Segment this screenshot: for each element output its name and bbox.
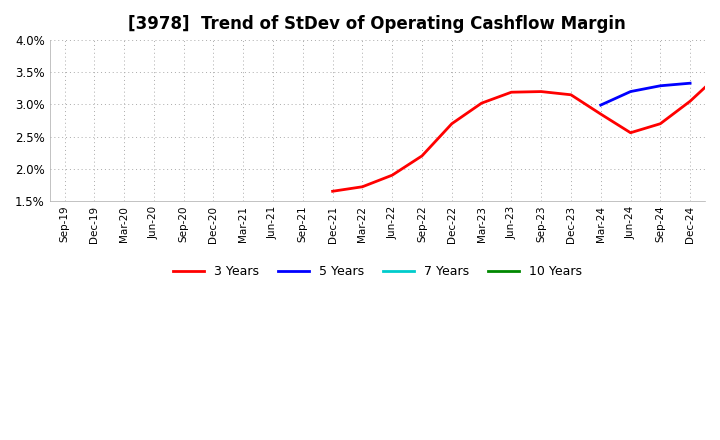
Legend: 3 Years, 5 Years, 7 Years, 10 Years: 3 Years, 5 Years, 7 Years, 10 Years bbox=[168, 260, 587, 283]
3 Years bbox=[567, 92, 575, 97]
3 Years bbox=[716, 71, 720, 76]
3 Years bbox=[537, 89, 546, 94]
3 Years bbox=[328, 189, 337, 194]
3 Years bbox=[507, 90, 516, 95]
5 Years bbox=[685, 81, 694, 86]
3 Years bbox=[685, 99, 694, 104]
3 Years bbox=[626, 130, 635, 136]
5 Years bbox=[596, 103, 605, 108]
5 Years bbox=[656, 83, 665, 88]
Line: 3 Years: 3 Years bbox=[333, 73, 720, 191]
3 Years bbox=[656, 121, 665, 126]
3 Years bbox=[477, 100, 486, 106]
Line: 5 Years: 5 Years bbox=[600, 83, 690, 105]
Title: [3978]  Trend of StDev of Operating Cashflow Margin: [3978] Trend of StDev of Operating Cashf… bbox=[128, 15, 626, 33]
3 Years bbox=[358, 184, 366, 189]
3 Years bbox=[418, 153, 426, 158]
3 Years bbox=[596, 111, 605, 117]
5 Years bbox=[626, 89, 635, 94]
3 Years bbox=[447, 121, 456, 126]
3 Years bbox=[388, 172, 397, 178]
